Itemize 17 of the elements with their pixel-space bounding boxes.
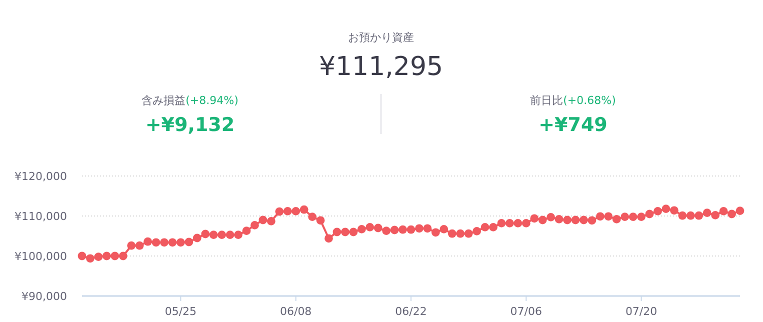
x-tick-label: 07/20 <box>625 305 658 318</box>
chart-title: お預かり資産 <box>348 31 414 44</box>
text: 前日比 <box>530 94 564 107</box>
text: +¥9,132 <box>145 114 235 136</box>
text: 含み損益 <box>142 94 186 107</box>
text: (+0.68%) <box>563 94 616 107</box>
x-tick-label: 05/25 <box>164 305 197 318</box>
y-tick-label: ¥100,000 <box>14 250 67 263</box>
x-tick-label: 06/22 <box>395 305 427 318</box>
y-tick-label: ¥120,000 <box>14 170 67 183</box>
chart-subtitle: ¥111,295 <box>318 52 444 82</box>
text: (+8.94%) <box>186 94 238 107</box>
text: +¥749 <box>538 114 608 136</box>
y-tick-label: ¥110,000 <box>14 210 67 223</box>
x-tick-label: 07/06 <box>510 305 542 318</box>
y-tick-label: ¥90,000 <box>22 290 67 303</box>
x-tick-label: 06/08 <box>280 305 312 318</box>
